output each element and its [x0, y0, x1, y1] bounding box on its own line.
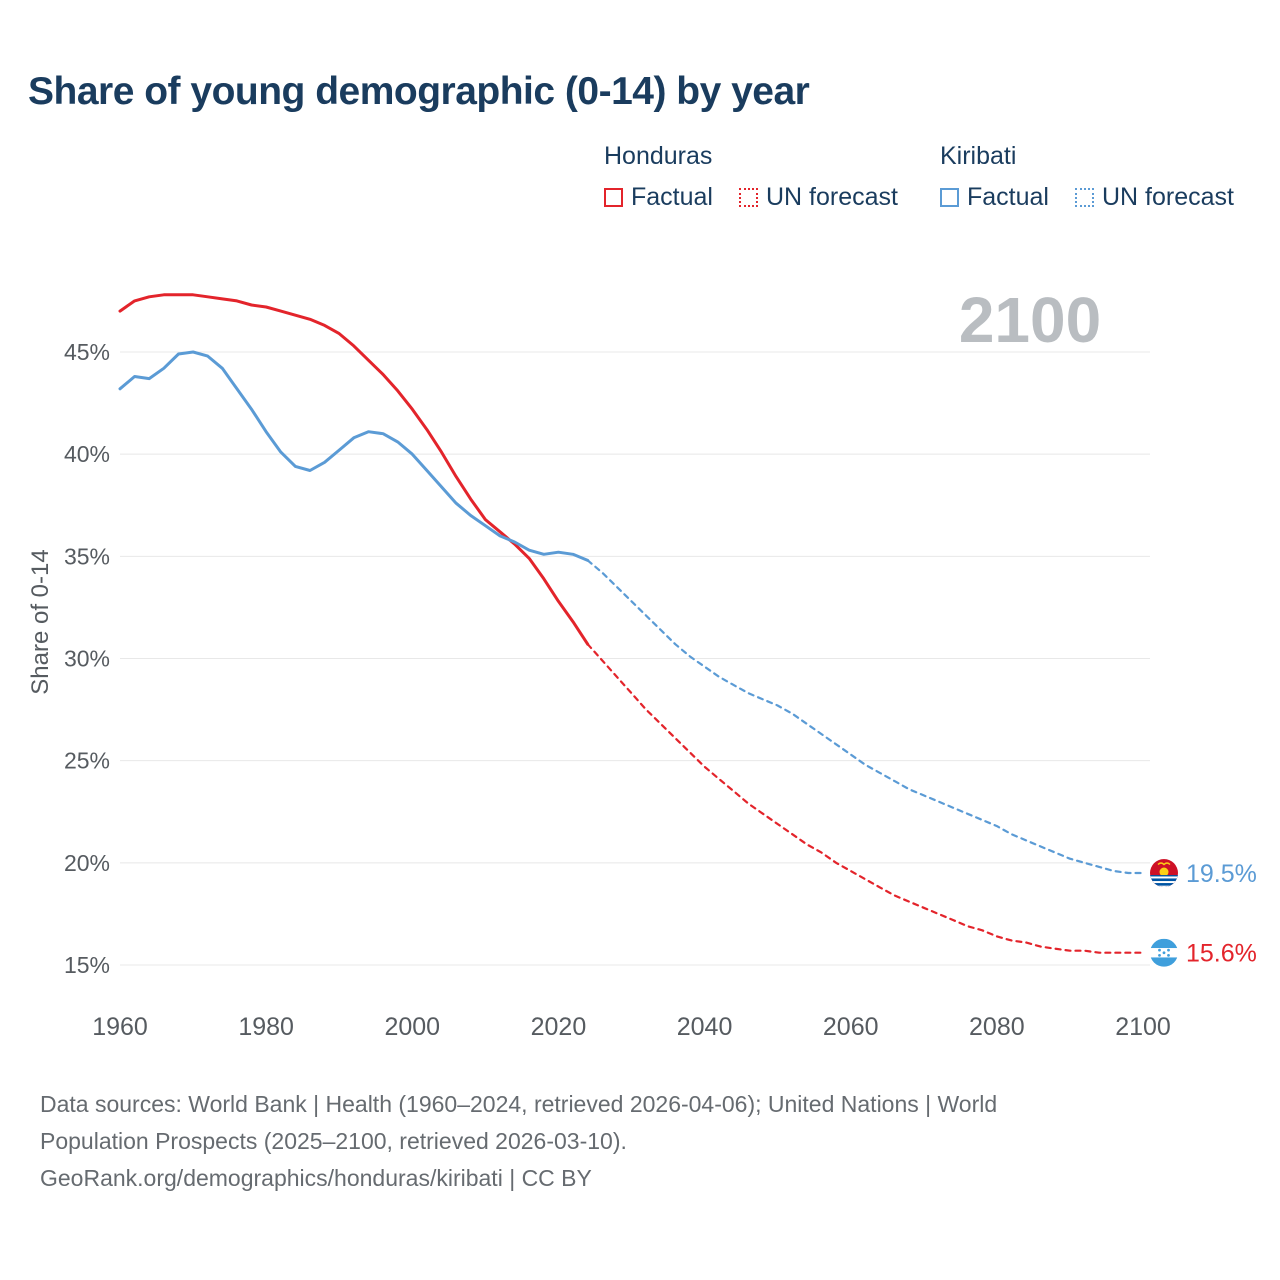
- legend-label-honduras-factual: Factual: [631, 183, 713, 211]
- y-tick-label: 40%: [64, 441, 110, 467]
- x-tick-label: 1960: [92, 1013, 148, 1041]
- series-kiribati-un-forecast: [586, 559, 1145, 875]
- kiribati-factual-swatch-icon: [940, 188, 959, 207]
- kiribati-flag-icon: [1150, 859, 1178, 888]
- legend-country-kiribati: Kiribati: [940, 142, 1017, 170]
- end-label-honduras: 15.6%: [1186, 940, 1257, 968]
- y-tick-label: 45%: [64, 339, 110, 365]
- series-kiribati-factual: [118, 350, 590, 562]
- y-tick-label: 30%: [64, 646, 110, 672]
- footer-line-3: GeoRank.org/demographics/honduras/kiriba…: [40, 1164, 592, 1191]
- kiribati-forecast-swatch-icon: [1074, 188, 1094, 207]
- legend-label-honduras-forecast: UN forecast: [765, 183, 898, 211]
- x-tick-label: 1980: [238, 1013, 294, 1041]
- legend-label-kiribati-forecast: UN forecast: [1101, 183, 1234, 211]
- y-tick-label: 15%: [64, 952, 110, 978]
- legend-group-kiribati: Kiribati Factual UN forecast: [940, 142, 1234, 212]
- legend-item-kiribati-forecast[interactable]: UN forecast: [1074, 183, 1234, 212]
- honduras-forecast-swatch-icon: [738, 188, 758, 207]
- series-honduras-un-forecast: [586, 643, 1145, 954]
- honduras-flag-icon: [1150, 938, 1178, 967]
- x-tick-label: 2040: [677, 1013, 733, 1041]
- honduras-factual-swatch-icon: [604, 188, 623, 207]
- end-label-kiribati: 19.5%: [1186, 860, 1257, 888]
- x-tick-label: 2060: [823, 1013, 879, 1041]
- y-axis-title: Share of 0-14: [27, 549, 54, 694]
- legend-item-kiribati-factual[interactable]: Factual: [940, 183, 1049, 212]
- watermark-year: 2100: [959, 284, 1101, 356]
- legend-row-honduras: Factual UN forecast: [604, 183, 898, 212]
- footer-line-1: Data sources: World Bank | Health (1960–…: [40, 1091, 998, 1117]
- legend-row-kiribati: Factual UN forecast: [940, 183, 1234, 212]
- legend-country-honduras: Honduras: [604, 142, 713, 170]
- y-tick-label: 20%: [64, 850, 110, 876]
- series-honduras-factual: [118, 293, 590, 646]
- chart-title: Share of young demographic (0-14) by yea…: [28, 70, 810, 113]
- x-tick-label: 2080: [969, 1013, 1025, 1041]
- data-sources-note: Data sources: World Bank | Health (1960–…: [40, 1086, 1220, 1196]
- x-tick-label: 2020: [531, 1013, 587, 1041]
- chart-canvas: 15% 20% 25% 30% 35% 40% 45% 1960 1980 2000 2020 204…: [27, 284, 1257, 1041]
- legend-label-kiribati-factual: Factual: [967, 183, 1049, 211]
- y-tick-label: 35%: [64, 543, 110, 569]
- x-tick-label: 2100: [1115, 1013, 1171, 1041]
- legend-item-honduras-factual[interactable]: Factual: [604, 183, 713, 212]
- y-tick-label: 25%: [64, 748, 110, 774]
- legend-item-honduras-forecast[interactable]: UN forecast: [738, 183, 898, 212]
- legend-group-honduras: Honduras Factual UN forecast: [604, 142, 898, 212]
- x-tick-label: 2000: [384, 1013, 440, 1041]
- footer-line-2: Population Prospects (2025–2100, retriev…: [40, 1127, 627, 1154]
